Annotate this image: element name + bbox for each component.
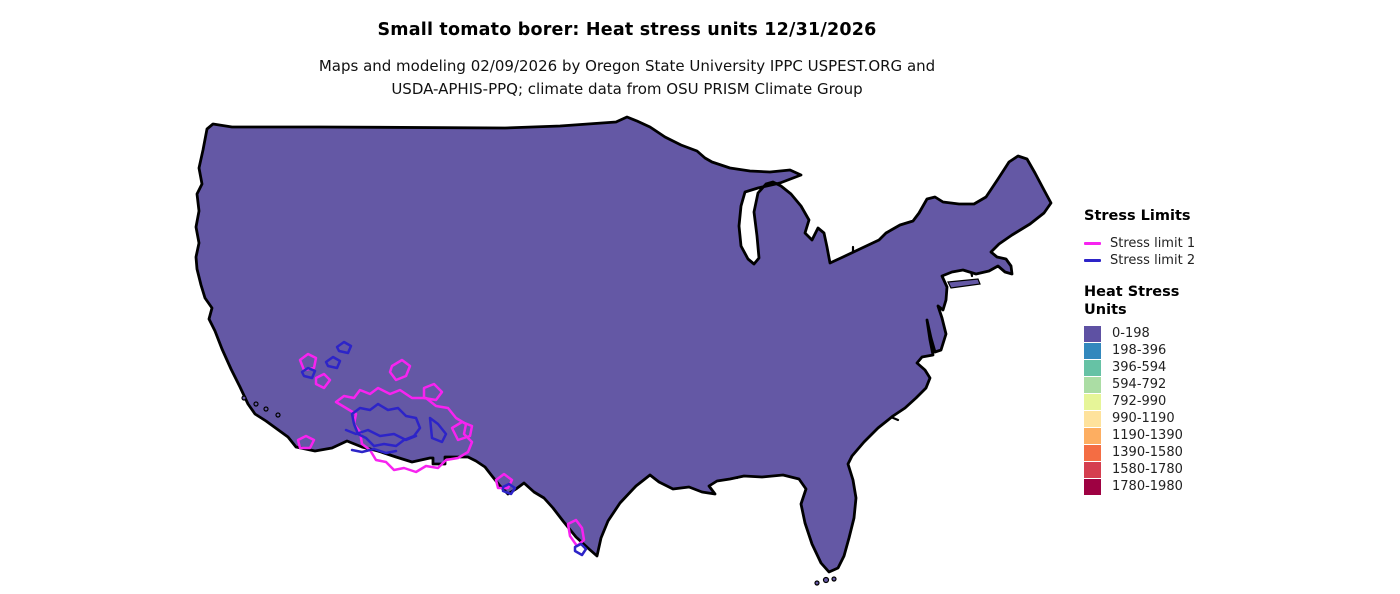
legend-stress-limit-row: Stress limit 1 — [1084, 235, 1384, 252]
stress-limit-1-contour — [314, 372, 332, 390]
stress-limits-items: Stress limit 1 Stress limit 2 — [1084, 235, 1384, 269]
stress-limit-2-contours — [300, 340, 588, 557]
stress-limit-2-contour — [501, 482, 517, 496]
channel-island-2 — [253, 401, 259, 407]
legend-class-label: 990-1190 — [1112, 411, 1175, 426]
legend-class-row: 792-990 — [1084, 393, 1384, 410]
florida-key-1 — [822, 576, 830, 584]
legend-class-label: 1580-1780 — [1112, 462, 1183, 477]
stress-limit-2-contour — [573, 542, 588, 557]
legend-class-row: 0-198 — [1084, 325, 1384, 342]
legend-class-swatch — [1084, 342, 1101, 359]
legend-class-row: 1780-1980 — [1084, 478, 1384, 495]
subtitle-line-2: USDA-APHIS-PPQ; climate data from OSU PR… — [391, 79, 863, 98]
legend-class-swatch — [1084, 359, 1101, 376]
legend-class-row: 198-396 — [1084, 342, 1384, 359]
legend-class-row: 990-1190 — [1084, 410, 1384, 427]
legend-class-swatch — [1084, 393, 1101, 410]
legend-class-row: 594-792 — [1084, 376, 1384, 393]
legend-class-swatch — [1084, 410, 1101, 427]
stress-limit-1-contour — [388, 358, 412, 382]
legend-class-swatch — [1084, 376, 1101, 393]
long-island — [947, 278, 981, 289]
stress-limit-2-contour — [335, 340, 353, 355]
subtitle: Maps and modeling 02/09/2026 by Oregon S… — [0, 55, 1254, 100]
stress-limit-2-contour — [428, 416, 448, 444]
islands — [241, 278, 981, 586]
stress-limit-1-contour — [296, 434, 316, 450]
subtitle-line-1: Maps and modeling 02/09/2026 by Oregon S… — [318, 57, 936, 75]
legend-class-label: 594-792 — [1112, 377, 1167, 392]
legend-class-swatch — [1084, 427, 1101, 444]
legend-class-swatch — [1084, 478, 1101, 495]
channel-island-1 — [241, 395, 247, 401]
stress-limit-2-contour — [300, 366, 317, 380]
channel-island-3 — [263, 406, 269, 412]
legend-class-swatch — [1084, 444, 1101, 461]
legend-class-row: 396-594 — [1084, 359, 1384, 376]
stress-limit-1-contour — [450, 420, 474, 442]
florida-key-2 — [831, 576, 837, 582]
stress-limit-2-contour — [344, 428, 418, 442]
stress-limit-2-contour — [350, 402, 422, 448]
stress-limit-2-contour — [350, 447, 398, 455]
heat-stress-heading-line-1: Heat Stress — [1084, 284, 1180, 300]
stress-limit-2-line-sample — [1084, 259, 1101, 262]
page-title: Small tomato borer: Heat stress units 12… — [377, 20, 877, 40]
stress-limit-2-label: Stress limit 2 — [1110, 253, 1196, 268]
stress-limit-1-contours — [296, 352, 586, 548]
heat-stress-classes: 0-198 198-396 396-594 594-792 792-990 99… — [1084, 325, 1384, 495]
heat-stress-units-heading: Heat Stress Units — [1084, 283, 1384, 319]
legend-class-row: 1580-1780 — [1084, 461, 1384, 478]
stress-limit-1-contour — [566, 518, 586, 548]
legend-class-swatch — [1084, 325, 1101, 342]
legend-class-label: 396-594 — [1112, 360, 1167, 375]
stress-limit-1-label: Stress limit 1 — [1110, 236, 1196, 251]
legend-class-label: 792-990 — [1112, 394, 1167, 409]
us-outline-stroke — [194, 115, 1053, 574]
legend-stress-limit-row: Stress limit 2 — [1084, 252, 1384, 269]
heat-stress-heading-line-2: Units — [1084, 302, 1127, 318]
legend-class-swatch — [1084, 461, 1101, 478]
legend: Stress Limits Stress limit 1 Stress limi… — [1084, 207, 1384, 495]
legend-class-label: 1780-1980 — [1112, 479, 1183, 494]
legend-class-label: 0-198 — [1112, 326, 1150, 341]
stress-limit-1-contour — [298, 352, 318, 372]
legend-class-row: 1390-1580 — [1084, 444, 1384, 461]
stress-limit-2-contour — [324, 355, 342, 370]
legend-class-label: 1190-1390 — [1112, 428, 1183, 443]
stress-limit-1-contour — [422, 382, 444, 402]
legend-class-label: 198-396 — [1112, 343, 1167, 358]
legend-class-row: 1190-1390 — [1084, 427, 1384, 444]
stress-limit-1-line-sample — [1084, 242, 1101, 245]
legend-class-label: 1390-1580 — [1112, 445, 1183, 460]
florida-key-3 — [814, 580, 820, 586]
channel-island-4 — [275, 412, 281, 418]
stress-limit-1-contour — [334, 386, 474, 474]
stress-limits-heading: Stress Limits — [1084, 208, 1191, 224]
